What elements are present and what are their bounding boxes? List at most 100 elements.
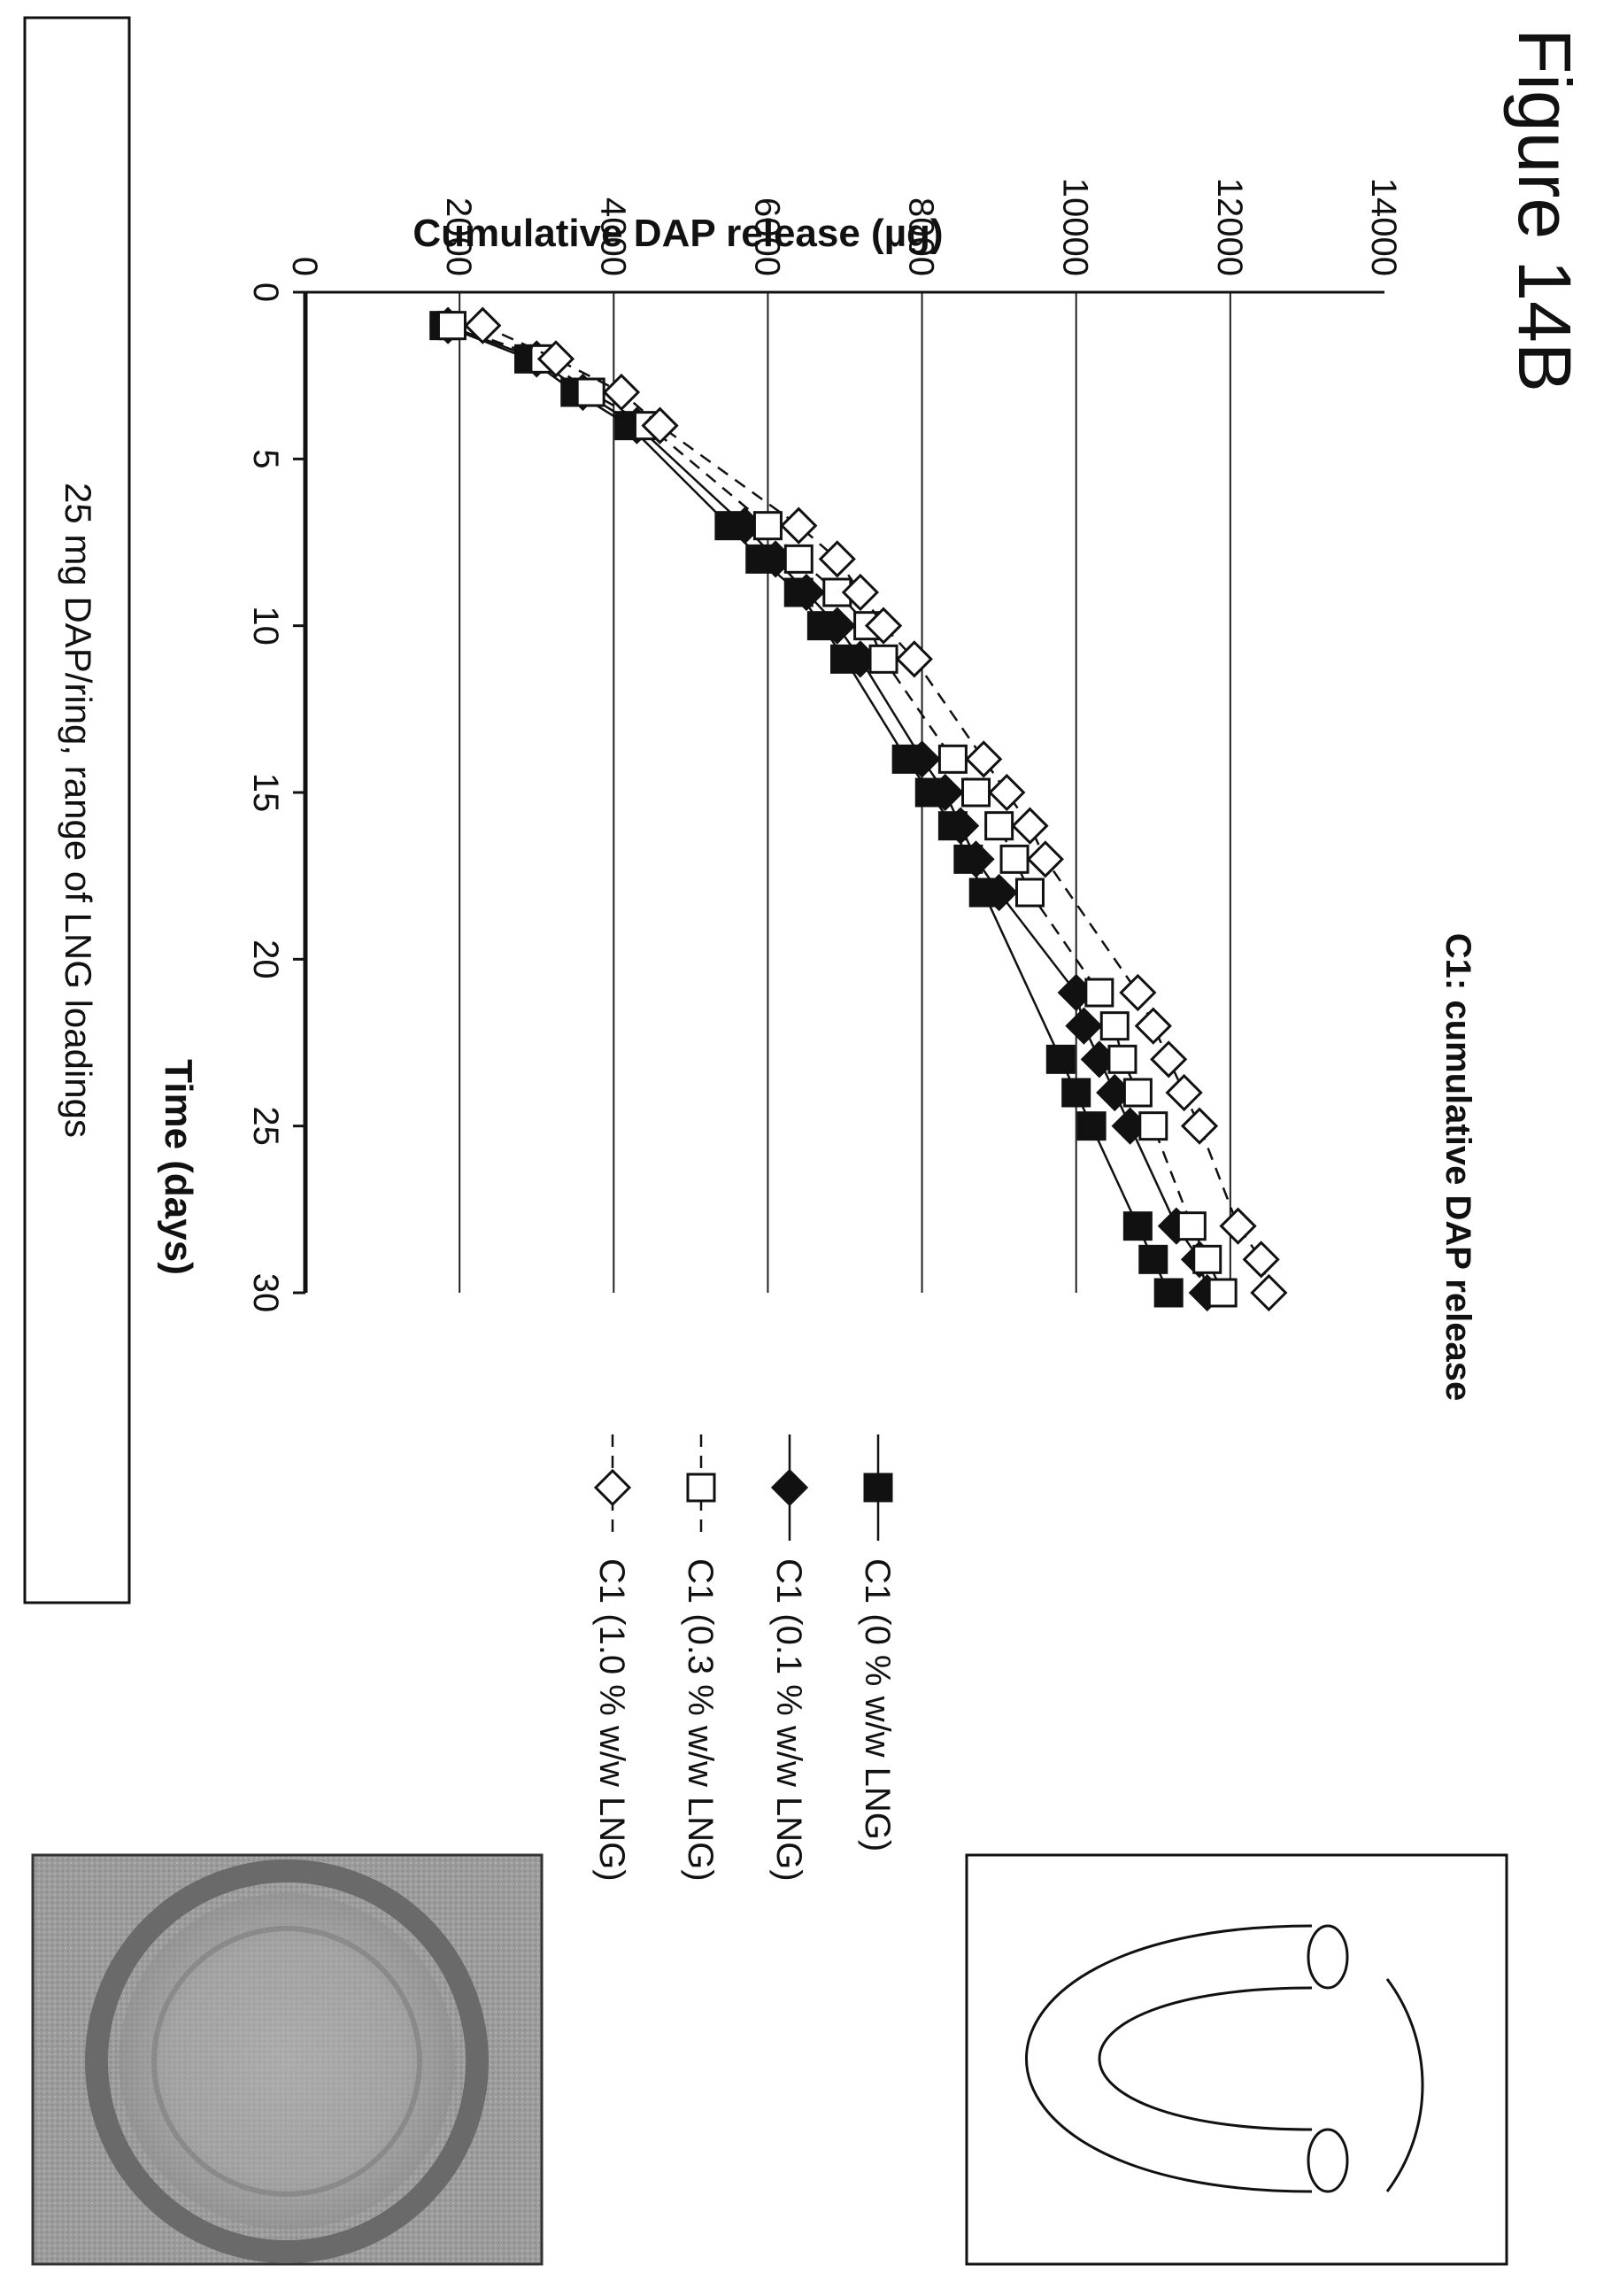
data-point <box>818 607 856 645</box>
legend-marker <box>863 1473 893 1503</box>
data-point <box>1122 1078 1153 1108</box>
data-point <box>1096 1073 1134 1112</box>
data-point <box>1045 1044 1076 1074</box>
legend-label: C1 (0 % w/w LNG) <box>858 1558 897 1851</box>
data-point <box>436 311 467 341</box>
y-tick-label: 4000 <box>593 197 632 276</box>
data-point <box>1153 1278 1184 1308</box>
data-point <box>1107 1044 1137 1074</box>
data-point <box>1011 807 1049 845</box>
y-axis-label: Cumulative DAP release (µg) <box>413 212 943 255</box>
data-point <box>1242 1241 1280 1279</box>
ring-inner-arc <box>1098 1986 1313 2131</box>
x-tick-label: 5 <box>246 449 285 468</box>
data-point <box>818 540 856 578</box>
data-point <box>1180 1107 1219 1145</box>
data-point <box>536 340 575 378</box>
x-tick-label: 30 <box>246 1273 285 1313</box>
data-point <box>787 573 826 612</box>
data-point <box>926 773 964 812</box>
data-point <box>1207 1278 1238 1308</box>
data-point <box>1250 1273 1288 1312</box>
series-line <box>451 324 1224 1294</box>
data-point <box>1150 1040 1188 1078</box>
data-point <box>965 740 1003 778</box>
data-point <box>941 807 980 845</box>
legend-marker <box>593 1468 632 1507</box>
ring-photo-surface <box>119 1893 455 2230</box>
ring-top-curve <box>1385 1978 1424 2192</box>
data-point <box>1084 978 1114 1008</box>
series-3 <box>436 311 1238 1308</box>
data-point <box>937 744 968 774</box>
data-point <box>783 544 814 574</box>
data-point <box>1080 1040 1118 1078</box>
data-point <box>999 844 1029 874</box>
gridlines <box>459 292 1231 1293</box>
x-tick-label: 10 <box>246 606 285 646</box>
y-tick-label: 2000 <box>439 197 478 276</box>
data-point <box>1219 1207 1257 1245</box>
data-point <box>1076 1111 1107 1141</box>
data-point <box>984 811 1014 841</box>
legend-entry-2: C1 (0.1 % w/w LNG) <box>769 1434 809 1882</box>
legend-entry-1: C1 (0 % w/w LNG) <box>858 1434 897 1851</box>
data-point <box>864 607 903 645</box>
y-tick-label: 10000 <box>1056 178 1095 276</box>
data-point <box>726 506 764 545</box>
data-point <box>1119 973 1157 1012</box>
data-point <box>868 644 898 674</box>
y-tick-label: 8000 <box>902 197 941 276</box>
legend: C1 (0 % w/w LNG) C1 (0.1 % w/w LNG) C1 (0.… <box>592 1434 897 1882</box>
ring-schematic-frame <box>965 1853 1508 2266</box>
data-point <box>602 373 641 412</box>
data-point <box>841 573 880 612</box>
data-point <box>575 377 605 407</box>
data-point <box>641 406 679 445</box>
legend-label: C1 (0.1 % w/w LNG) <box>769 1558 808 1882</box>
data-point <box>464 306 502 344</box>
ring-photo <box>31 1853 544 2266</box>
y-tick-label: 12000 <box>1210 178 1249 276</box>
data-point <box>1134 1007 1172 1045</box>
ring-schematic <box>965 1853 1508 2266</box>
legend-label: C1 (1.0 % w/w LNG) <box>592 1558 631 1882</box>
series-line <box>447 324 1208 1294</box>
data-point <box>1138 1244 1168 1274</box>
x-tick-label: 20 <box>246 939 285 979</box>
x-tick-label: 15 <box>246 773 285 813</box>
data-point <box>752 511 783 541</box>
x-axis-label: Time (days) <box>157 1059 200 1275</box>
data-point <box>1014 877 1045 908</box>
data-point <box>780 506 818 545</box>
data-point <box>961 777 991 808</box>
legend-marker <box>770 1468 809 1507</box>
data-point <box>1111 1107 1149 1145</box>
y-tick-label: 6000 <box>747 197 786 276</box>
axes <box>293 290 1384 1295</box>
data-point <box>1122 1211 1153 1241</box>
data-point <box>1165 1073 1203 1112</box>
legend-marker <box>686 1473 716 1503</box>
data-point <box>1061 1078 1091 1108</box>
data-point <box>980 873 1018 912</box>
series-layer <box>428 306 1288 1312</box>
data-point <box>957 840 995 878</box>
legend-label: C1 (0.3 % w/w LNG) <box>681 1558 720 1882</box>
legend-entry-3: C1 (0.3 % w/w LNG) <box>681 1434 720 1882</box>
data-point <box>1065 1007 1103 1045</box>
series-line <box>443 324 1170 1294</box>
ring-photo-inner-edge <box>151 1926 422 2197</box>
data-point <box>1176 1211 1207 1241</box>
data-point <box>757 540 795 578</box>
ring-photo-outer-rim <box>85 1859 489 2263</box>
legend-entry-4: C1 (1.0 % w/w LNG) <box>592 1434 632 1882</box>
caption-text: 25 mg DAP/ring, range of LNG loadings <box>58 483 99 1138</box>
data-point <box>1192 1244 1222 1274</box>
data-point <box>841 640 880 678</box>
y-tick-label: 14000 <box>1364 178 1403 276</box>
ring-left-end <box>1307 1924 1349 1990</box>
